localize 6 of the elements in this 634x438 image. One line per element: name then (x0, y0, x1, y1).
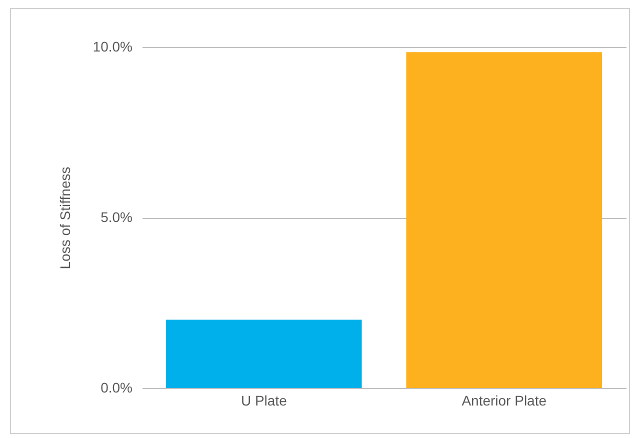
x-tick-label: U Plate (240, 392, 288, 408)
x-tick-label: Anterior Plate (462, 392, 547, 408)
y-axis-title: Loss of Stiffness (56, 166, 73, 270)
y-tick-label: 10.0% (92, 38, 132, 54)
y-tick-label: 5.0% (100, 209, 132, 225)
y-tick-label: 0.0% (100, 380, 132, 396)
